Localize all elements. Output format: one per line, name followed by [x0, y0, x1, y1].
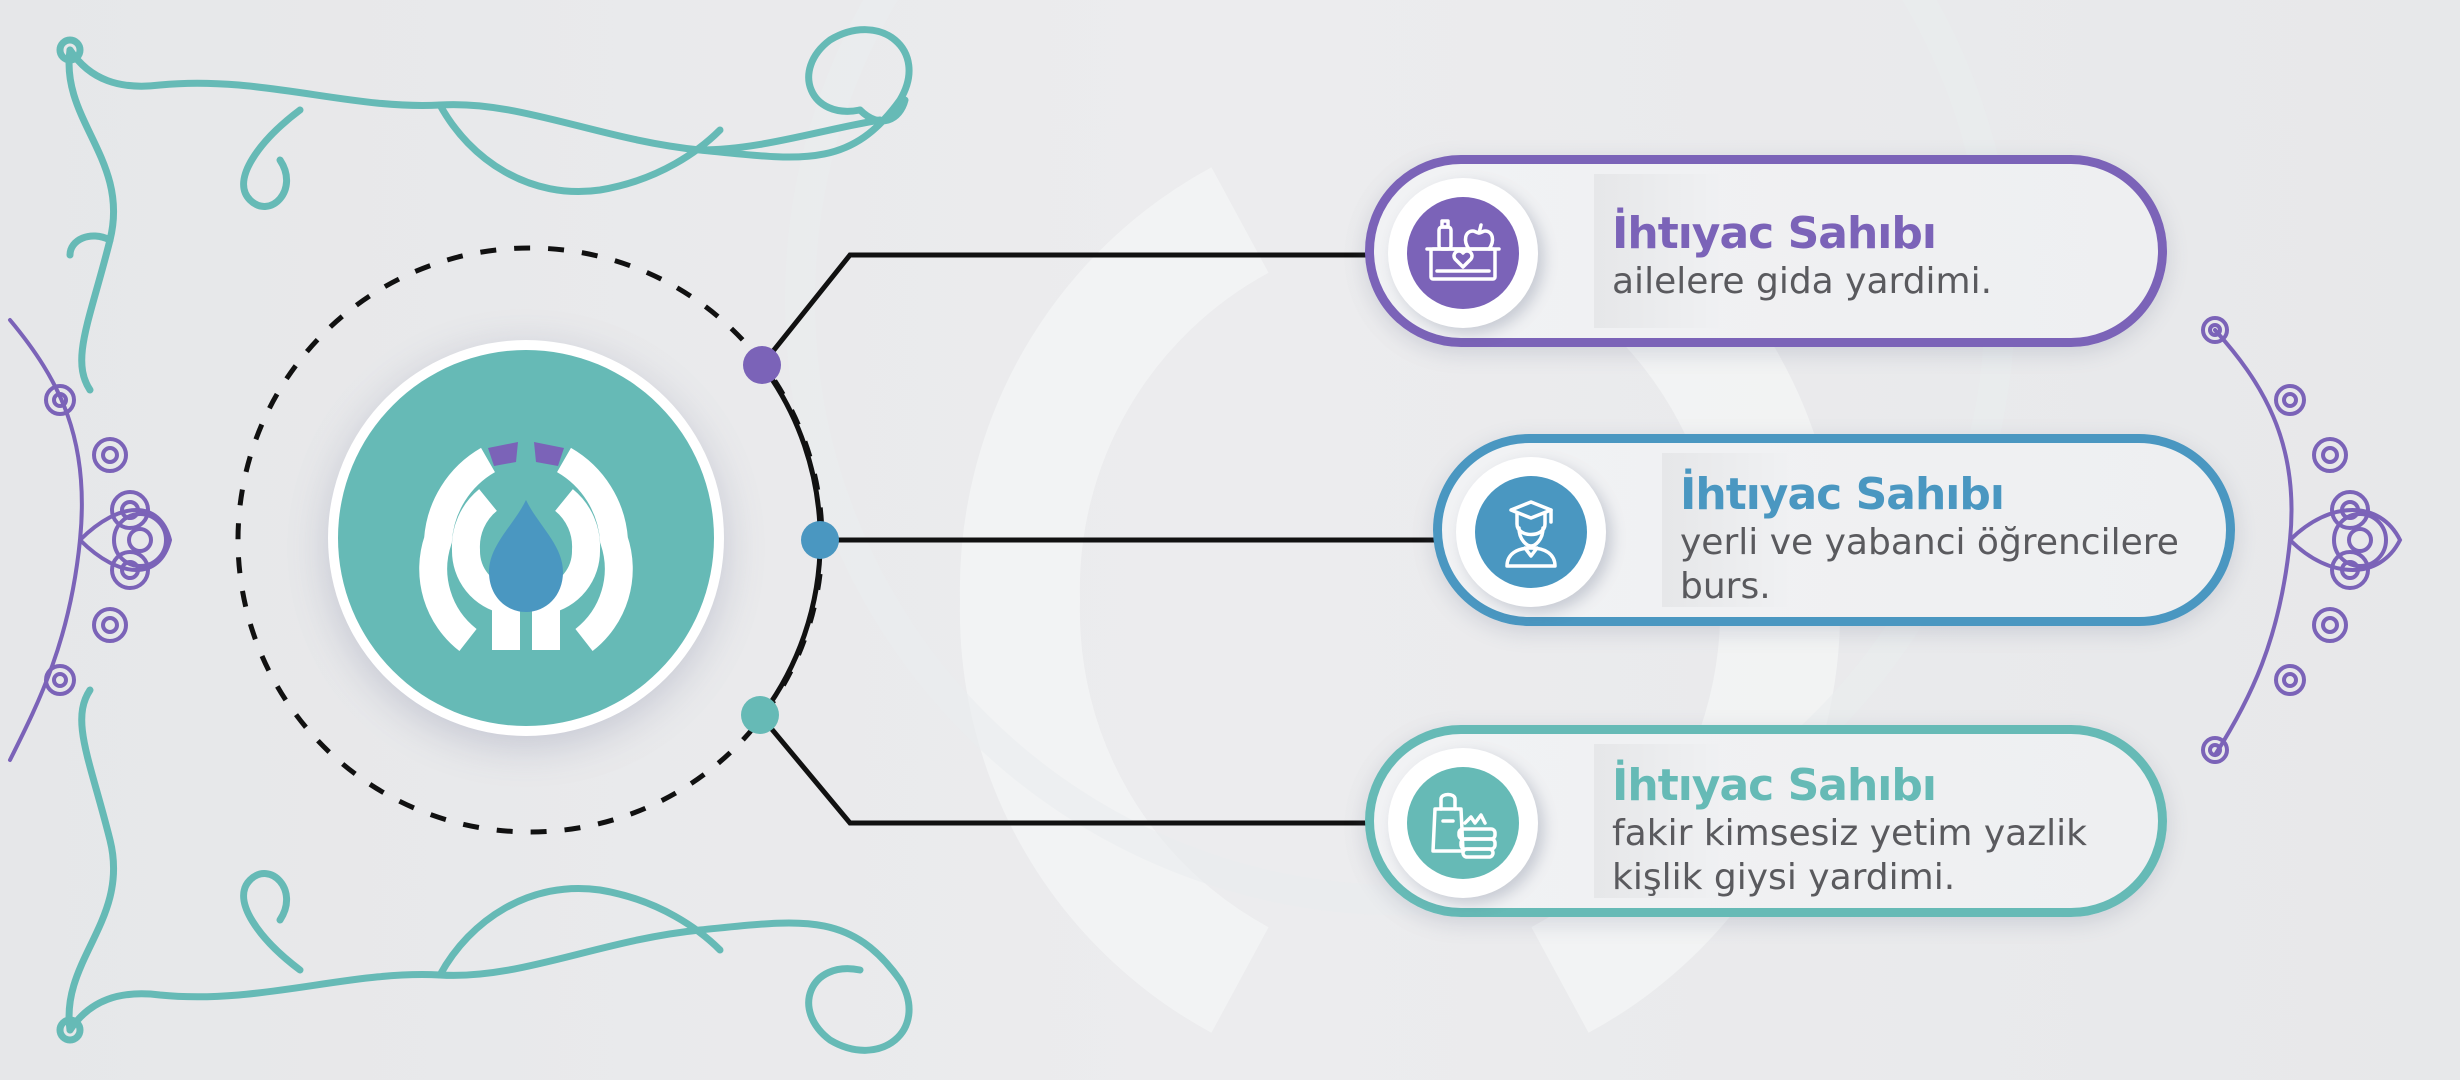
food-donation-box-icon — [1425, 219, 1501, 281]
card-text: İhtıyac Sahıbı fakir kimsesiz yetim yazl… — [1594, 744, 2118, 898]
card-title: İhtıyac Sahıbı — [1612, 760, 1937, 811]
icon-disc — [1475, 476, 1587, 588]
icon-disc — [1407, 767, 1519, 879]
card-title: İhtıyac Sahıbı — [1612, 208, 1937, 259]
graduate-student-icon — [1505, 500, 1557, 568]
node-dot-purple — [743, 346, 781, 384]
icon-ring — [1388, 178, 1538, 328]
card-text: İhtıyac Sahıbı ailelere gida yardimi. — [1594, 174, 2118, 328]
connector-line-1 — [760, 252, 1370, 367]
icon-disc — [1407, 197, 1519, 309]
icon-ring — [1388, 748, 1538, 898]
center-logo-disc — [338, 350, 714, 726]
card-text: İhtıyac Sahıbı yerli ve yabanci öğrencil… — [1662, 453, 2186, 607]
center-logo — [328, 340, 724, 736]
card-description: fakir kimsesiz yetim yazlik kişlik giysi… — [1612, 813, 2087, 898]
info-card-2: İhtıyac Sahıbı yerli ve yabanci öğrencil… — [1433, 434, 2235, 626]
card-title: İhtıyac Sahıbı — [1680, 469, 2005, 520]
info-card-1: İhtıyac Sahıbı ailelere gida yardimi. — [1365, 155, 2167, 347]
node-dot-teal — [741, 696, 779, 734]
connector-line-3 — [758, 713, 1370, 826]
clothing-donation-icon — [1431, 792, 1497, 859]
card-description: ailelere gida yardimi. — [1612, 261, 1993, 302]
node-dot-blue — [801, 521, 839, 559]
water-drop-logo-icon — [419, 442, 633, 652]
icon-ring — [1456, 457, 1606, 607]
card-description: yerli ve yabanci öğrencilere burs. — [1680, 522, 2179, 607]
info-card-3: İhtıyac Sahıbı fakir kimsesiz yetim yazl… — [1365, 725, 2167, 917]
